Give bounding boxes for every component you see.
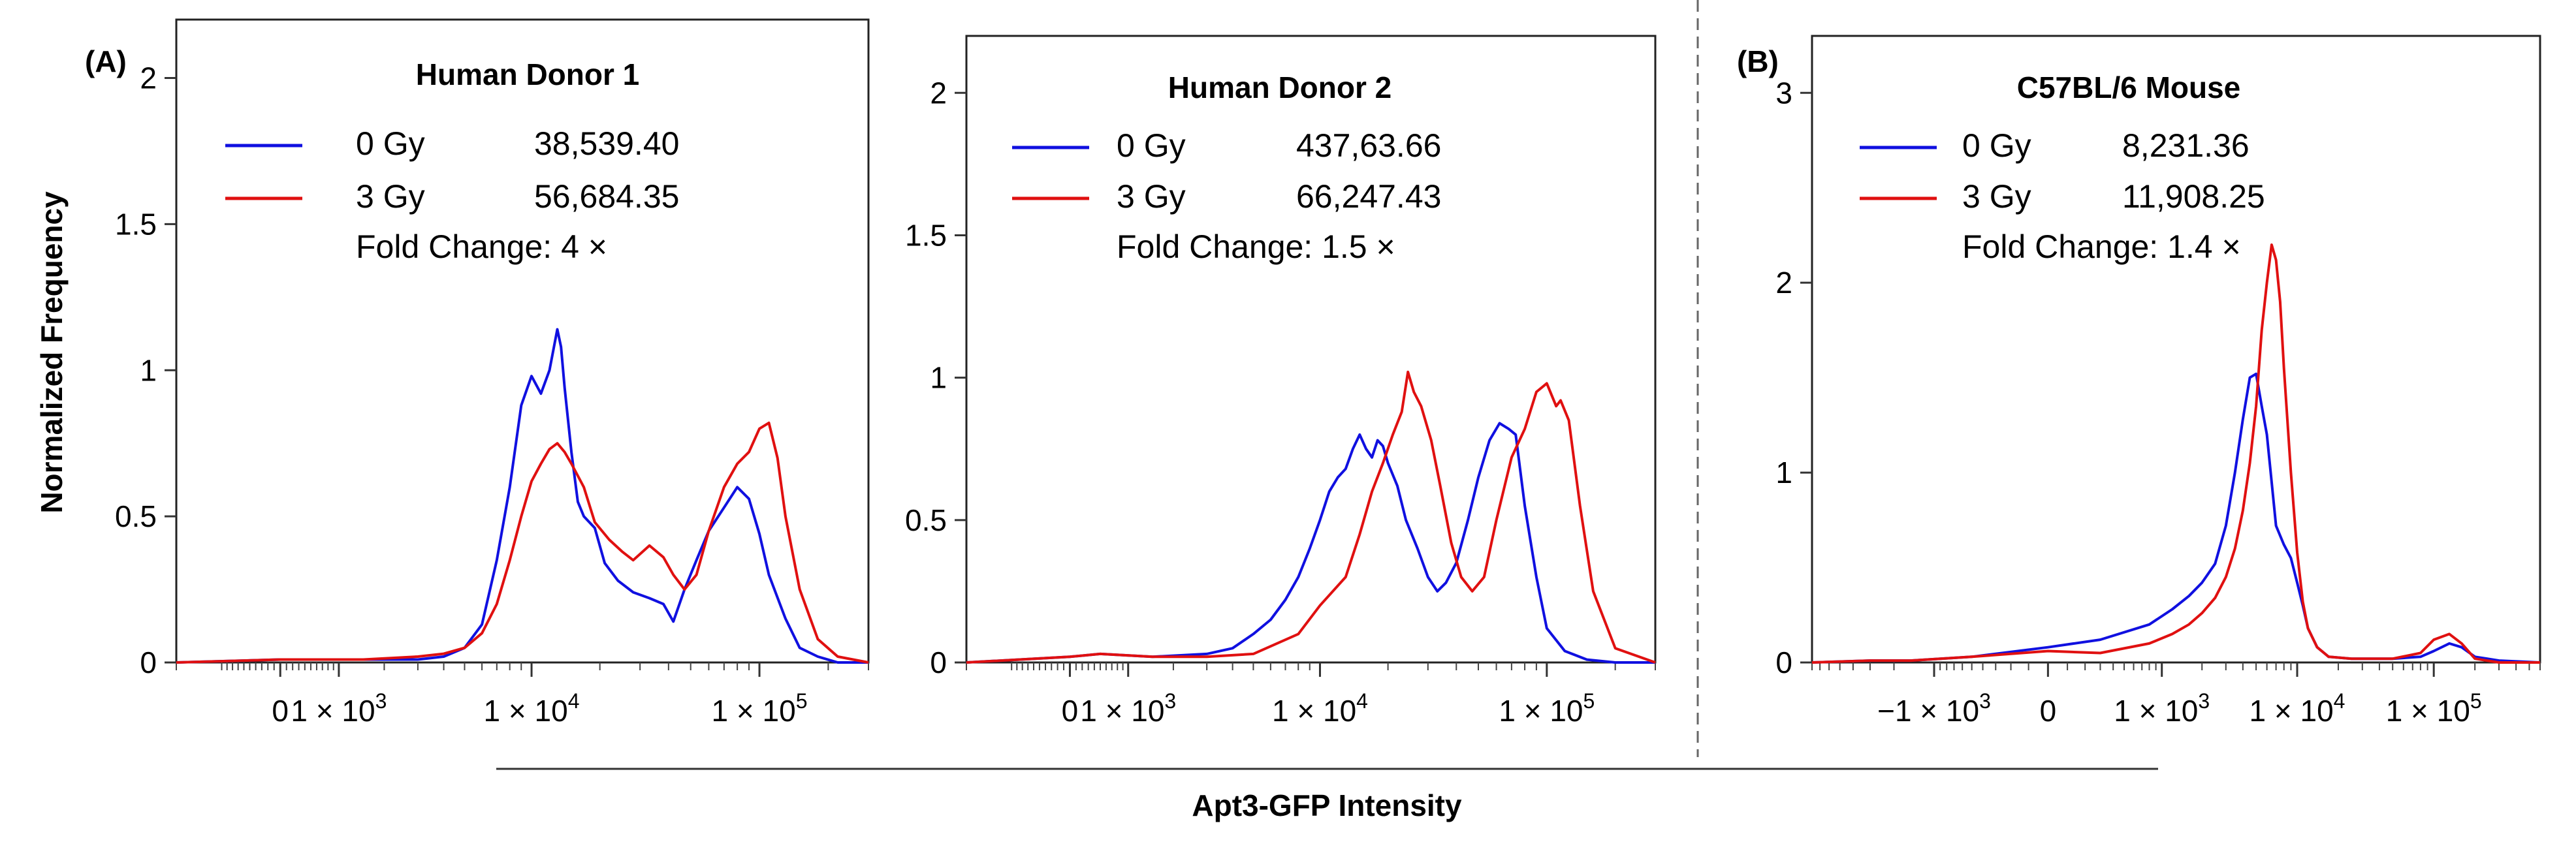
x-tick-label-exponent: 4 <box>568 689 580 713</box>
y-tick-label: 0.5 <box>115 499 157 533</box>
legend-label: 0 Gy <box>1117 127 1186 164</box>
series-line-3gy <box>1811 243 2540 664</box>
y-tick-label: 1 <box>1775 456 1792 490</box>
x-tick-label: 1 × 105 <box>2386 689 2482 728</box>
figure-xlabel: Apt3-GFP Intensity <box>1192 788 1462 822</box>
x-tick-label: 1 × 104 <box>484 689 580 728</box>
fold-change: Fold Change: 4 × <box>356 228 607 265</box>
panel-label: (B) <box>1737 44 1779 78</box>
x-tick-label: 1 × 103 <box>1080 689 1176 728</box>
x-tick-label: 0 <box>272 694 289 728</box>
plot-frame <box>1811 35 2541 664</box>
x-tick-label-base: 0 <box>2040 694 2057 728</box>
x-tick-label: 1 × 104 <box>2249 689 2345 728</box>
x-tick-label: 1 × 105 <box>1499 689 1595 728</box>
fold-change: Fold Change: 1.5 × <box>1117 228 1395 265</box>
x-tick-label: −1 × 103 <box>1877 689 1991 728</box>
y-tick-label: 1.5 <box>115 207 157 241</box>
panel-label: (A) <box>85 44 127 78</box>
plot-frame <box>175 18 870 664</box>
x-tick-label-base: 1 × 10 <box>712 694 796 728</box>
y-tick-label: 2 <box>140 61 157 95</box>
legend-stat: 11,908.25 <box>2122 178 2265 215</box>
x-tick-label-base: 1 × 10 <box>2249 694 2333 728</box>
y-tick-label: 1 <box>140 353 157 387</box>
y-tick-label: 2 <box>1775 266 1792 300</box>
series-line-3gy <box>966 370 1656 664</box>
series-line-0gy <box>1811 372 2541 664</box>
x-tick-label: 1 × 103 <box>2114 689 2210 728</box>
chart-title: C57BL/6 Mouse <box>2017 70 2241 104</box>
legend-stat: 437,63.66 <box>1296 127 1441 164</box>
chart-title: Human Donor 2 <box>1168 70 1391 104</box>
y-tick-label: 2 <box>930 76 947 110</box>
fold-change: Fold Change: 1.4 × <box>1962 228 2241 265</box>
x-tick-label-exponent: 3 <box>1164 689 1176 713</box>
legend-label: 3 Gy <box>356 178 425 215</box>
series-line-0gy <box>176 328 868 664</box>
x-tick-label-exponent: 5 <box>2470 689 2482 713</box>
x-tick-label-exponent: 5 <box>796 689 808 713</box>
x-tick-label-base: 1 × 10 <box>1272 694 1356 728</box>
legend-stat: 66,247.43 <box>1296 178 1441 215</box>
x-tick-label-base: 1 × 10 <box>1080 694 1164 728</box>
x-tick-label-base: 1 × 10 <box>291 694 375 728</box>
y-tick-label: 0 <box>1775 645 1792 679</box>
y-tick-label: 0.5 <box>905 503 947 537</box>
legend-stat: 56,684.35 <box>534 178 679 215</box>
series-line-3gy <box>176 421 869 664</box>
y-tick-label: 3 <box>1775 76 1792 110</box>
x-tick-label: 1 × 103 <box>291 689 387 728</box>
x-tick-label-exponent: 3 <box>2198 689 2210 713</box>
y-tick-label: 0 <box>930 645 947 679</box>
x-tick-label-exponent: 4 <box>2334 689 2345 713</box>
legend-stat: 38,539.40 <box>534 125 679 162</box>
x-tick-label-exponent: 3 <box>1979 689 1991 713</box>
x-tick-label: 0 <box>1062 694 1079 728</box>
x-tick-label-base: 0 <box>272 694 289 728</box>
x-tick-label-base: 0 <box>1062 694 1079 728</box>
x-tick-label-exponent: 5 <box>1583 689 1595 713</box>
legend-stat: 8,231.36 <box>2122 127 2250 164</box>
x-tick-label-base: 1 × 10 <box>2386 694 2470 728</box>
legend-label: 0 Gy <box>356 125 425 162</box>
x-tick-label-exponent: 4 <box>1356 689 1368 713</box>
y-tick-label: 0 <box>140 645 157 679</box>
figure-ylabel: Normalized Frequency <box>35 191 69 514</box>
chart-title: Human Donor 1 <box>416 57 639 91</box>
x-tick-label: 0 <box>2040 694 2057 728</box>
legend-label: 3 Gy <box>1962 178 2031 215</box>
legend-label: 0 Gy <box>1962 127 2031 164</box>
y-tick-label: 1 <box>930 361 947 395</box>
series-line-0gy <box>966 422 1655 664</box>
plot-frame <box>965 35 1657 664</box>
x-tick-label-exponent: 3 <box>375 689 387 713</box>
x-tick-label-base: 1 × 10 <box>2114 694 2198 728</box>
x-tick-label-base: −1 × 10 <box>1877 694 1979 728</box>
x-tick-label: 1 × 104 <box>1272 689 1368 728</box>
legend-label: 3 Gy <box>1117 178 1186 215</box>
x-tick-label-base: 1 × 10 <box>484 694 568 728</box>
y-tick-label: 1.5 <box>905 218 947 252</box>
x-tick-label-base: 1 × 10 <box>1499 694 1583 728</box>
x-tick-label: 1 × 105 <box>712 689 808 728</box>
